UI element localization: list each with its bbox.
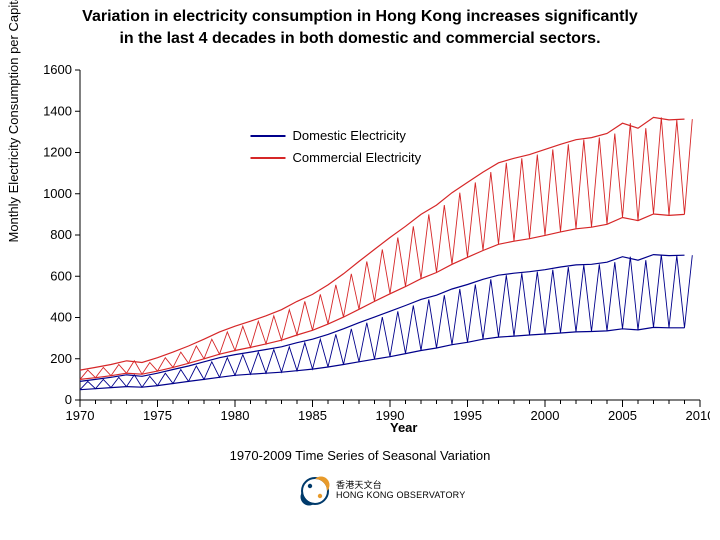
hko-logo-text: 香港天文台 HONG KONG OBSERVATORY — [336, 481, 465, 501]
svg-text:2000: 2000 — [531, 408, 560, 423]
chart-container: 0 200 400 600 800 1000 1200 1400 1600 1970 1975 198… — [30, 60, 710, 430]
line-chart: 0 200 400 600 800 1000 1200 1400 1600 1970 1975 198… — [30, 60, 710, 430]
svg-text:1000: 1000 — [43, 186, 72, 201]
x-axis-label: Year — [390, 420, 417, 435]
svg-text:800: 800 — [50, 227, 72, 242]
title-line-1: Variation in electricity consumption in … — [82, 8, 638, 25]
svg-text:1980: 1980 — [221, 408, 250, 423]
svg-text:1200: 1200 — [43, 145, 72, 160]
svg-text:1970: 1970 — [66, 408, 95, 423]
svg-text:200: 200 — [50, 351, 72, 366]
hko-logo: 香港天文台 HONG KONG OBSERVATORY — [300, 476, 465, 506]
svg-text:1995: 1995 — [453, 408, 482, 423]
svg-text:2010: 2010 — [686, 408, 710, 423]
title-line-2: in the last 4 decades in both domestic a… — [119, 30, 600, 47]
logo-line-2: HONG KONG OBSERVATORY — [336, 491, 465, 501]
svg-text:2005: 2005 — [608, 408, 637, 423]
svg-text:Commercial Electricity: Commercial Electricity — [293, 150, 422, 165]
svg-text:1975: 1975 — [143, 408, 172, 423]
svg-text:400: 400 — [50, 310, 72, 325]
svg-text:1985: 1985 — [298, 408, 327, 423]
y-axis-label: Monthly Electricity Consumption per Capi… — [6, 0, 21, 243]
hko-logo-icon — [300, 476, 330, 506]
svg-text:0: 0 — [65, 392, 72, 407]
svg-text:1400: 1400 — [43, 103, 72, 118]
svg-text:Domestic Electricity: Domestic Electricity — [293, 128, 407, 143]
svg-text:600: 600 — [50, 268, 72, 283]
chart-caption: 1970-2009 Time Series of Seasonal Variat… — [0, 448, 720, 463]
page-title: Variation in electricity consumption in … — [0, 6, 720, 49]
svg-text:1600: 1600 — [43, 62, 72, 77]
